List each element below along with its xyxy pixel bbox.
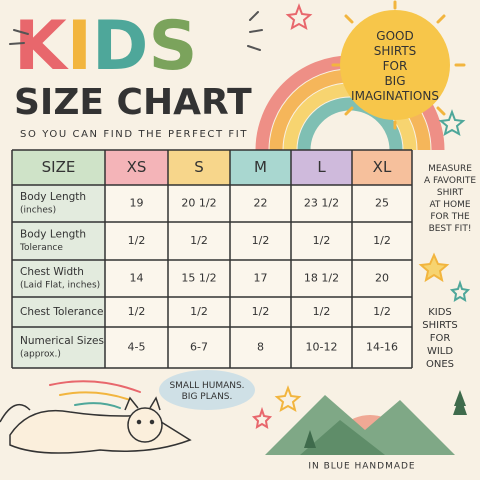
text-line: FOR THE <box>430 212 470 222</box>
cat <box>0 396 192 454</box>
cell-value: 20 <box>375 272 389 285</box>
label-cell <box>12 260 105 297</box>
text-line: WILD <box>427 346 453 357</box>
row-label: Chest Width <box>20 266 84 278</box>
cell-value: 25 <box>375 197 389 210</box>
header-text: L <box>317 158 326 176</box>
side-note: KIDS SHIRTS FOR WILD ONES <box>422 307 458 370</box>
text-line: AT HOME <box>429 200 470 210</box>
row-label: Chest Tolerance <box>20 306 103 318</box>
footer: IN BLUE HANDMADE <box>308 462 415 472</box>
text-line: A FAVORITE <box>424 176 476 186</box>
text-line: KIDS <box>428 307 452 318</box>
cell-value: 17 <box>254 272 268 285</box>
sun-text: GOOD SHIRTS FOR BIG IMAGINATIONS <box>351 29 439 103</box>
cell-value: 15 1/2 <box>181 272 216 285</box>
title-letter: I <box>67 7 92 86</box>
text-line: SMALL HUMANS. <box>169 381 244 391</box>
header-cell <box>291 150 352 185</box>
cell-value: 6-7 <box>190 341 208 354</box>
label-cell <box>12 327 105 368</box>
decor-lines <box>9 11 263 409</box>
label-cell <box>12 222 105 260</box>
subtitle: SIZE CHART <box>14 82 252 123</box>
cell-value: 1/2 <box>252 305 270 318</box>
row-label: (Laid Flat, inches) <box>20 281 100 291</box>
tagline: SO YOU CAN FIND THE PERFECT FIT <box>20 129 248 140</box>
header-cell <box>352 150 412 185</box>
text-line: IMAGINATIONS <box>351 89 439 103</box>
cell-value: 22 <box>254 197 268 210</box>
text-line: BIG <box>384 74 405 88</box>
text-line: SHIRTS <box>374 44 417 58</box>
cell-value: 1/2 <box>373 305 391 318</box>
cell-value: 18 1/2 <box>304 272 339 285</box>
cell-value: 8 <box>257 341 264 354</box>
speech-bubble <box>159 370 255 410</box>
text-line: SHIRT <box>437 188 464 198</box>
cell-value: 1/2 <box>252 234 270 247</box>
label-cell <box>12 297 105 327</box>
row-label: (inches) <box>20 206 56 216</box>
header-text: XL <box>373 158 392 176</box>
header-cell <box>168 150 230 185</box>
value-row <box>105 297 412 327</box>
header-text: M <box>254 158 267 176</box>
label-cell <box>12 185 105 222</box>
value-row <box>105 185 412 222</box>
cell-value: 1/2 <box>190 234 208 247</box>
sun <box>331 0 466 130</box>
bubble-text: SMALL HUMANS. BIG PLANS. <box>169 381 244 402</box>
cell-value: 10-12 <box>306 341 338 354</box>
mountains <box>265 390 467 455</box>
value-row <box>105 260 412 297</box>
header-text: S <box>194 158 204 176</box>
title: KIDS <box>14 7 197 86</box>
side-note: MEASURE A FAVORITE SHIRT AT HOME FOR THE BEST… <box>424 164 476 234</box>
header-text: XS <box>127 158 147 176</box>
cell-value: 1/2 <box>128 305 146 318</box>
cell-value: 4-5 <box>128 341 146 354</box>
value-row <box>105 327 412 368</box>
header-cell <box>12 150 105 185</box>
title-letter: K <box>14 7 69 86</box>
cell-value: 1/2 <box>373 234 391 247</box>
row-label: Body Length <box>20 229 86 241</box>
header-cell <box>230 150 291 185</box>
cell-value: 1/2 <box>190 305 208 318</box>
text-line: FOR <box>383 59 408 73</box>
row-label: Body Length <box>20 191 86 203</box>
cell-value: 1/2 <box>313 305 331 318</box>
text-line: SHIRTS <box>422 320 458 331</box>
cell-value: 1/2 <box>313 234 331 247</box>
row-label: (approx.) <box>20 350 61 360</box>
text-line: ONES <box>426 359 454 370</box>
text-line: BEST FIT! <box>429 224 472 234</box>
title-letter: D <box>92 7 148 86</box>
row-label: Numerical Sizes <box>20 335 104 347</box>
header-cell <box>105 150 168 185</box>
cell-value: 20 1/2 <box>181 197 216 210</box>
cell-value: 23 1/2 <box>304 197 339 210</box>
stars <box>251 3 471 429</box>
text-line: BIG PLANS. <box>182 392 233 402</box>
cell-value: 14 <box>130 272 144 285</box>
size-table: SIZE XS S M L XL Body Length (inches) 19 20 1/2 22… <box>11 149 413 369</box>
text-line: FOR <box>430 333 451 344</box>
cell-value: 1/2 <box>128 234 146 247</box>
cell-value: 14-16 <box>366 341 398 354</box>
value-row <box>105 222 412 260</box>
text-line: GOOD <box>376 29 413 43</box>
row-label: Tolerance <box>19 243 63 253</box>
cell-value: 19 <box>130 197 144 210</box>
header-text: SIZE <box>42 158 76 176</box>
text-line: MEASURE <box>428 164 472 174</box>
title-letter: S <box>148 7 197 86</box>
